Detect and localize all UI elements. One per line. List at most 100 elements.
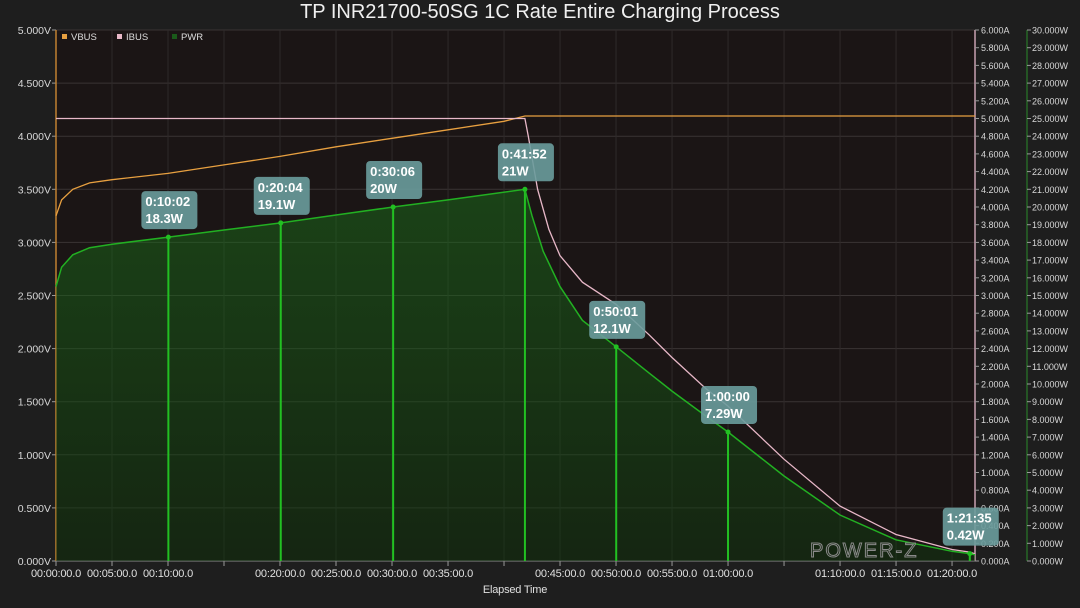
amp-tick-label: 4.000A — [981, 203, 1010, 213]
x-tick-label: 00:05:00.0 — [87, 568, 137, 580]
series-pwr-line — [55, 188, 976, 556]
x-tick-label: 01:10:00.0 — [815, 568, 865, 580]
amp-tick-label: 4.400A — [981, 167, 1010, 177]
watt-tick-label: 21.000W — [1032, 185, 1069, 195]
y-tick-label: 4.500V — [18, 78, 51, 90]
watt-tick-label: 2.000W — [1032, 521, 1064, 531]
amp-tick-label: 1.400A — [981, 433, 1010, 443]
watt-tick-label: 8.000W — [1032, 415, 1064, 425]
y-tick-label: 0.000V — [18, 556, 51, 568]
annotation-point — [967, 551, 973, 557]
x-tick-label: 00:25:00.0 — [311, 568, 361, 580]
watt-tick-label: 20.000W — [1032, 203, 1069, 213]
amp-tick-label: 5.400A — [981, 79, 1010, 89]
watt-tick-label: 28.000W — [1032, 61, 1069, 71]
amp-tick-label: 3.000A — [981, 291, 1010, 301]
watt-tick-label: 13.000W — [1032, 326, 1069, 336]
annotation-time: 0:50:01 — [593, 304, 638, 319]
watt-tick-label: 26.000W — [1032, 96, 1069, 106]
y-tick-label: 3.500V — [18, 184, 51, 196]
legend: VBUS IBUS PWR — [62, 32, 203, 43]
watt-tick-label: 19.000W — [1032, 220, 1069, 230]
annotation-label: 0:10:02 18.3W — [141, 191, 198, 230]
annotation-box — [497, 143, 554, 182]
amp-tick-label: 3.400A — [981, 256, 1010, 266]
watt-tick-label: 29.000W — [1032, 43, 1069, 53]
watt-tick-label: 9.000W — [1032, 397, 1064, 407]
series-vbus-line — [55, 115, 975, 217]
watt-tick-label: 23.000W — [1032, 149, 1069, 159]
annotation-box — [701, 385, 758, 424]
watt-tick-label: 22.000W — [1032, 167, 1069, 177]
annotation-label: 1:21:35 0.42W — [942, 507, 999, 546]
annotation-box — [366, 161, 423, 199]
amp-tick-label: 1.800A — [981, 397, 1010, 407]
amp-tick-label: 3.800A — [981, 220, 1010, 230]
annotation-box — [589, 300, 646, 339]
amp-tick-label: 2.800A — [981, 309, 1010, 319]
amp-tick-label: 6.000A — [981, 26, 1010, 36]
x-tick-label: 01:00:00.0 — [703, 568, 753, 580]
y-tick-label: 0.500V — [18, 503, 51, 515]
watermark-logo: POWER-Z — [810, 540, 918, 562]
legend-label-vbus: VBUS — [71, 32, 97, 43]
watt-tick-label: 3.000W — [1032, 503, 1064, 513]
watt-tick-label: 11.000W — [1032, 362, 1068, 372]
amp-tick-label: 1.600A — [981, 415, 1010, 425]
annotation-value: 18.3W — [145, 211, 183, 226]
annotation-label: 0:20:04 19.1W — [253, 176, 310, 215]
chart-title: TP INR21700-50SG 1C Rate Entire Charging… — [300, 1, 780, 23]
watt-tick-label: 17.000W — [1032, 256, 1069, 266]
watt-tick-label: 10.000W — [1032, 380, 1069, 390]
watt-tick-label: 4.000W — [1032, 486, 1064, 496]
watt-tick-label: 16.000W — [1032, 273, 1069, 283]
annotation-point — [390, 204, 396, 210]
y-tick-label: 1.500V — [18, 397, 51, 409]
watt-tick-label: 15.000W — [1032, 291, 1069, 301]
amp-tick-label: 0.800A — [981, 486, 1010, 496]
x-tick-label: 01:20:00.0 — [927, 568, 977, 580]
x-tick-label: 00:00:00.0 — [31, 568, 81, 580]
watt-tick-label: 6.000W — [1032, 450, 1064, 460]
y-tick-label: 5.000V — [18, 25, 51, 37]
y-tick-label: 4.000V — [18, 131, 51, 143]
annotation-box — [942, 507, 999, 546]
x-tick-label: 00:35:00.0 — [423, 568, 473, 580]
watt-tick-label: 0.000W — [1032, 557, 1064, 567]
amp-tick-label: 5.000A — [981, 114, 1010, 124]
legend-label-pwr: PWR — [181, 32, 203, 43]
x-tick-label: 00:10:00.0 — [143, 568, 193, 580]
annotation-point — [522, 186, 528, 192]
watt-tick-label: 1.000W — [1032, 539, 1064, 549]
annotation-time: 0:30:06 — [370, 164, 415, 179]
legend-swatch-pwr — [172, 34, 177, 39]
x-tick-label: 00:45:00.0 — [535, 568, 585, 580]
annotation-point — [165, 234, 171, 240]
watt-tick-label: 5.000W — [1032, 468, 1064, 478]
annotation-box — [141, 191, 198, 230]
annotation-time: 0:41:52 — [502, 146, 547, 161]
annotation-time: 1:00:00 — [705, 389, 750, 404]
amp-tick-label: 2.600A — [981, 326, 1010, 336]
amp-tick-label: 4.200A — [981, 185, 1010, 195]
x-tick-label: 00:55:00.0 — [647, 568, 697, 580]
amp-tick-label: 0.000A — [981, 557, 1010, 567]
amp-tick-label: 3.600A — [981, 238, 1010, 248]
amp-tick-label: 1.200A — [981, 450, 1010, 460]
watt-tick-label: 14.000W — [1032, 309, 1069, 319]
x-tick-label: 01:15:00.0 — [871, 568, 921, 580]
y-tick-label: 2.000V — [18, 344, 51, 356]
annotation-point — [725, 429, 731, 435]
x-axis-label: Elapsed Time — [483, 584, 547, 596]
y-tick-label: 1.000V — [18, 450, 51, 462]
annotation-value: 7.29W — [705, 406, 743, 421]
x-tick-label: 00:50:00.0 — [591, 568, 641, 580]
annotation-label: 0:41:52 21W — [497, 143, 554, 182]
watt-tick-label: 27.000W — [1032, 79, 1069, 89]
annotation-point — [613, 344, 619, 350]
amp-tick-label: 2.200A — [981, 362, 1010, 372]
x-tick-label: 00:30:00.0 — [367, 568, 417, 580]
amp-tick-label: 1.000A — [981, 468, 1010, 478]
x-tick-label: 00:20:00.0 — [255, 568, 305, 580]
